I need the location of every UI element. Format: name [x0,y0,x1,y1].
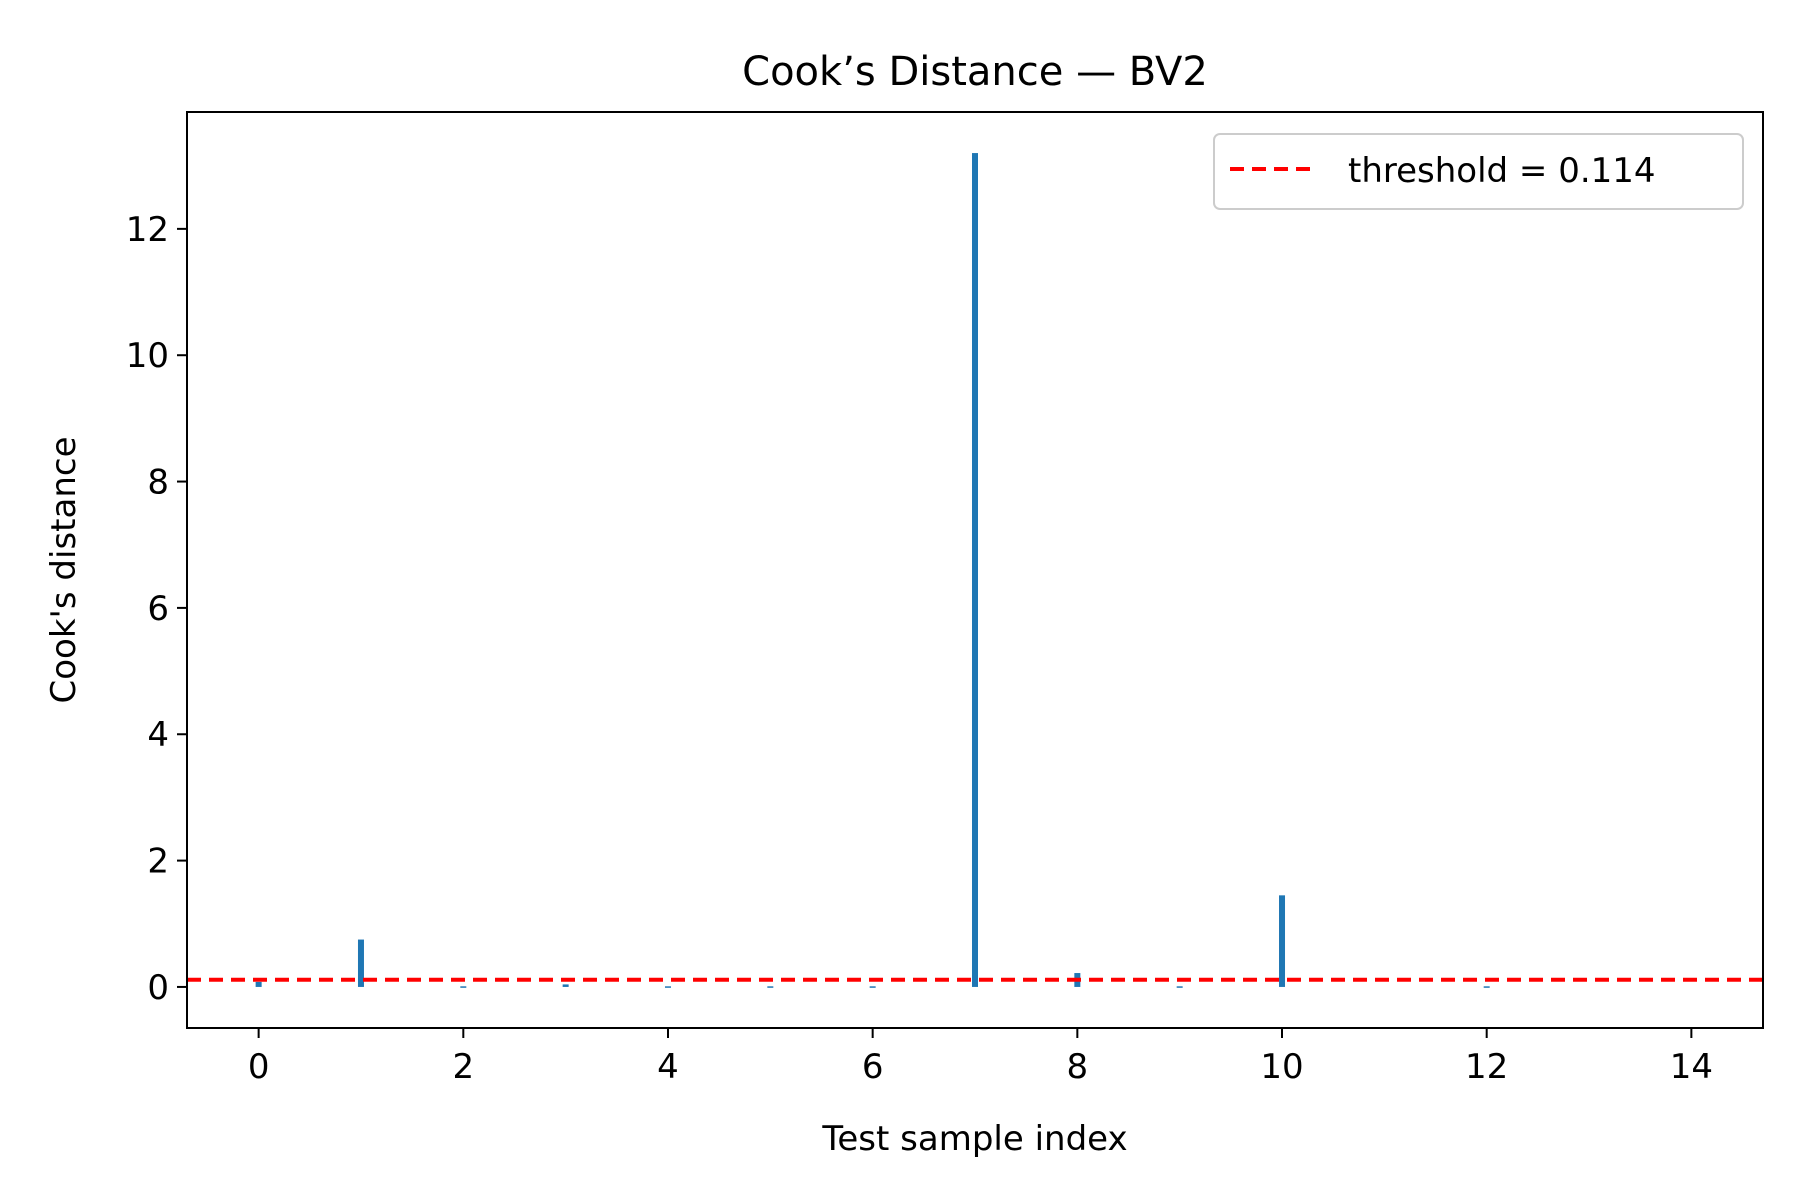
x-tick-label-0: 0 [248,1047,270,1087]
y-tick-label-2: 2 [147,842,169,882]
bar-12 [1483,986,1490,988]
y-tick-label-6: 6 [147,589,169,629]
y-tick-label-0: 0 [147,968,169,1008]
y-tick-label-10: 10 [126,336,169,376]
bar-4 [664,986,671,988]
x-tick-label-14: 14 [1670,1047,1713,1087]
plot-area [187,153,1763,988]
chart-title: Cook’s Distance — BV2 [742,49,1208,95]
x-tick-label-8: 8 [1067,1047,1089,1087]
y-tick-label-4: 4 [147,715,169,755]
x-axis: 0 2 4 6 8 10 12 14 [248,1028,1713,1087]
y-axis-label: Cook's distance [44,437,84,704]
x-tick-label-4: 4 [657,1047,679,1087]
legend-threshold-label: threshold = 0.114 [1348,151,1656,191]
plot-frame [186,111,1764,1029]
x-tick-label-2: 2 [452,1047,474,1087]
bar-2 [460,986,467,988]
bar-6 [869,986,876,988]
x-tick-label-10: 10 [1260,1047,1303,1087]
bar-7 [972,153,978,987]
bar-0 [255,981,262,987]
bar-5 [767,986,774,988]
bar-9 [1176,986,1183,988]
bar-3 [562,984,569,987]
x-tick-label-6: 6 [862,1047,884,1087]
y-axis: 0 2 4 6 8 10 12 [126,210,187,1008]
legend-box [1213,133,1744,210]
bar-10 [1279,895,1286,987]
x-axis-label: Test sample index [821,1119,1127,1159]
legend: threshold = 0.114 [1213,133,1744,210]
bar-1 [357,939,364,987]
y-tick-label-12: 12 [126,210,169,250]
y-tick-label-8: 8 [147,463,169,503]
x-tick-label-12: 12 [1465,1047,1508,1087]
